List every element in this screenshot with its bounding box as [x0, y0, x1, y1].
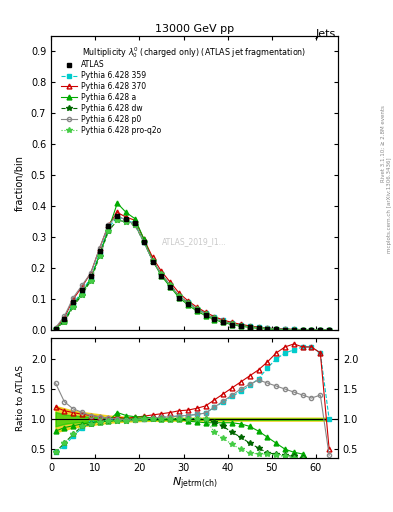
Text: Multiplicity $\lambda_0^0$ (charged only) (ATLAS jet fragmentation): Multiplicity $\lambda_0^0$ (charged only…	[83, 45, 307, 59]
Y-axis label: Ratio to ATLAS: Ratio to ATLAS	[16, 365, 25, 431]
Text: Rivet 3.1.10; ≥ 2.8M events: Rivet 3.1.10; ≥ 2.8M events	[381, 105, 386, 182]
Text: ATLAS_2019_I1...: ATLAS_2019_I1...	[162, 238, 227, 246]
Text: mcplots.cern.ch [arXiv:1306.3436]: mcplots.cern.ch [arXiv:1306.3436]	[387, 157, 391, 252]
X-axis label: $N_{\mathrm{jetrm(ch)}}$: $N_{\mathrm{jetrm(ch)}}$	[172, 476, 217, 492]
Legend: ATLAS, Pythia 6.428 359, Pythia 6.428 370, Pythia 6.428 a, Pythia 6.428 dw, Pyth: ATLAS, Pythia 6.428 359, Pythia 6.428 37…	[61, 60, 161, 135]
Title: 13000 GeV pp: 13000 GeV pp	[155, 24, 234, 34]
Y-axis label: fraction/bin: fraction/bin	[15, 155, 25, 211]
Text: Jets: Jets	[316, 29, 336, 39]
